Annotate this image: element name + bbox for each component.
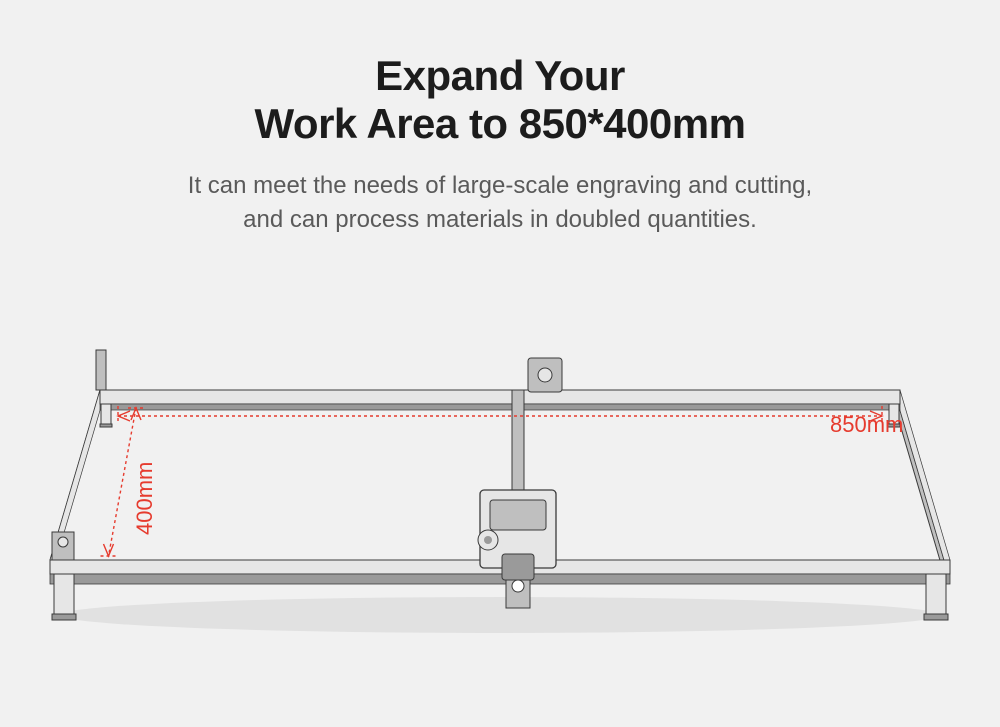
subhead-line1: It can meet the needs of large-scale eng… [0, 169, 1000, 204]
dimension-y-label: 400mm [132, 462, 158, 535]
subhead: It can meet the needs of large-scale eng… [0, 169, 1000, 239]
headline-line1: Expand Your [0, 52, 1000, 100]
engraver-frame-svg [40, 330, 960, 650]
headline-line2: Work Area to 850*400mm [0, 100, 1000, 148]
product-diagram: 850mm 400mm [40, 330, 960, 650]
headline: Expand Your Work Area to 850*400mm [0, 0, 1000, 149]
dimension-x-label: 850mm [830, 412, 903, 438]
subhead-line2: and can process materials in doubled qua… [0, 203, 1000, 238]
